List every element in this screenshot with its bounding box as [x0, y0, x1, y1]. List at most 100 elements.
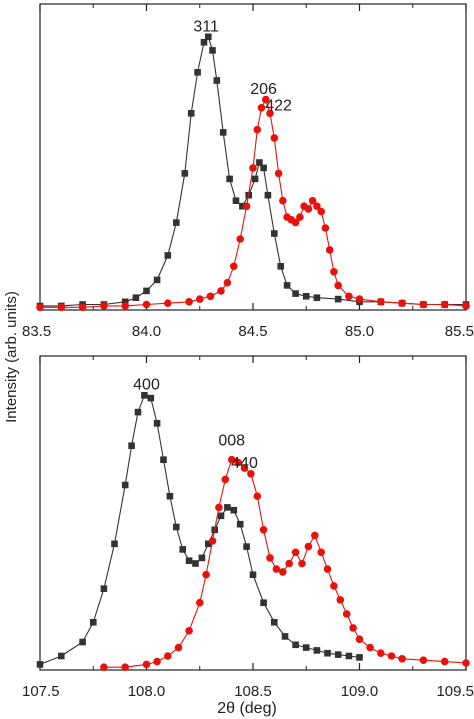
top-series-1-point: [462, 302, 470, 310]
bottom-series-0-point: [79, 638, 86, 646]
top-plot-frame: [39, 3, 467, 311]
top-series-0-point: [213, 77, 221, 84]
bottom-series-1-point: [164, 652, 172, 660]
bottom-series-1-point: [174, 643, 183, 652]
top-series-0-point: [143, 287, 150, 295]
bottom-series-0-point: [111, 540, 118, 548]
bottom-series-1-point: [259, 526, 268, 534]
top-series-1-point: [419, 300, 428, 309]
y-axis-label: Intensity (arb. units): [3, 291, 20, 423]
bottom-x-tick-label: 108.0: [128, 683, 166, 700]
top-series-1-point: [253, 125, 262, 134]
bottom-series-1-point: [285, 559, 294, 568]
bottom-series-0-point: [243, 543, 250, 550]
top-series-0-point: [187, 110, 195, 117]
top-series-1-point: [317, 207, 326, 216]
top-series-1-point: [345, 292, 353, 301]
bottom-series-1-point: [208, 537, 217, 545]
bottom-series-0-point: [147, 394, 155, 402]
bottom-peak-label: 400: [133, 377, 160, 394]
top-series-1-point: [330, 268, 338, 276]
bottom-x-tick-label: 109.5: [436, 683, 474, 700]
bottom-panel: 107.5 108.0 108.5 109.0 109.5 400 008 440: [22, 355, 474, 700]
top-series-1-point: [206, 292, 215, 301]
bottom-series-0-point: [324, 649, 331, 657]
bottom-series-1-point: [349, 624, 357, 632]
bottom-series-1-point: [153, 657, 161, 666]
top-series-1-point: [321, 224, 330, 232]
top-series-0-point: [313, 294, 321, 301]
top-series-1-point: [334, 281, 343, 290]
top-series-1-point: [242, 202, 251, 210]
top-series-1-point: [36, 303, 44, 312]
top-x-tick-label: 83.5: [22, 323, 51, 340]
bottom-series-1-point: [323, 565, 332, 573]
bottom-series-0-point: [121, 481, 129, 489]
top-series-1-point: [313, 202, 321, 210]
top-series-1-point: [249, 164, 257, 172]
bottom-series-1-point: [196, 598, 204, 607]
top-series-0-point: [194, 69, 201, 76]
bottom-series-1-point: [291, 548, 300, 557]
bottom-series-0-point: [334, 651, 342, 658]
top-series-0-point: [292, 290, 299, 297]
top-series-1-point: [236, 235, 244, 243]
top-series-0-point: [226, 175, 233, 183]
top-series-0-point: [173, 219, 180, 226]
bottom-series-0-point: [58, 652, 65, 660]
bottom-series-0-point: [345, 652, 353, 660]
top-series-1-point: [308, 196, 317, 205]
top-series-1-point: [164, 299, 172, 308]
bottom-series-1-point: [227, 455, 236, 464]
bottom-series-0-point: [313, 647, 321, 654]
bottom-x-tick-label: 109.0: [341, 683, 379, 700]
bottom-series-0-point: [128, 442, 135, 449]
top-x-tick-label: 85.0: [345, 323, 374, 340]
bottom-series-0-point: [292, 641, 299, 649]
top-series-1-point: [325, 246, 334, 254]
bottom-series-0-point: [205, 540, 212, 548]
top-series-0-point: [232, 197, 240, 204]
top-series-0-point: [271, 230, 278, 237]
top-series-0-point: [164, 252, 172, 259]
top-x-tick-label: 84.0: [132, 323, 161, 340]
top-series-1-point: [270, 134, 279, 142]
bottom-series-1-point: [240, 464, 249, 472]
top-series-1-point: [257, 104, 266, 112]
top-series-0-point: [302, 293, 310, 300]
bottom-series-0-point: [166, 492, 174, 500]
top-peak-label: 206: [250, 81, 277, 98]
top-series-1-point: [377, 298, 385, 306]
top-series-1-point: [296, 213, 304, 221]
bottom-series-0-point: [356, 654, 363, 661]
bottom-series-1-point: [253, 492, 262, 501]
top-series-1-point: [196, 295, 204, 303]
bottom-series-1-point: [142, 660, 151, 669]
top-series-0-point: [283, 282, 291, 289]
bottom-series-0-point: [281, 633, 289, 640]
bottom-series-1-point: [121, 663, 129, 671]
top-series-0-point: [219, 129, 227, 136]
top-peak-label: 311: [193, 18, 219, 35]
top-series-0-point: [132, 294, 140, 301]
bottom-series-1-point: [202, 570, 210, 579]
bottom-series-1-point: [377, 649, 385, 657]
bottom-series-1-point: [247, 470, 255, 478]
bottom-series-0-point: [100, 585, 108, 592]
top-series-1-line: [40, 98, 467, 308]
top-series-1-point: [78, 303, 87, 312]
x-axis-label: 2θ (deg): [217, 700, 277, 717]
bottom-series-0-point: [173, 523, 180, 531]
bottom-series-1-point: [266, 554, 274, 562]
top-series-0-point: [205, 33, 212, 41]
bottom-series-1-point: [317, 548, 326, 557]
top-series-0-point: [239, 202, 246, 210]
top-series-0-point: [260, 164, 267, 172]
top-series-1-point: [398, 299, 406, 308]
top-series-1-point: [57, 303, 66, 312]
bottom-series-1-point: [221, 475, 230, 484]
bottom-series-0-point: [249, 571, 257, 578]
bottom-series-0-point: [260, 599, 267, 606]
bottom-series-0-point: [230, 506, 238, 514]
